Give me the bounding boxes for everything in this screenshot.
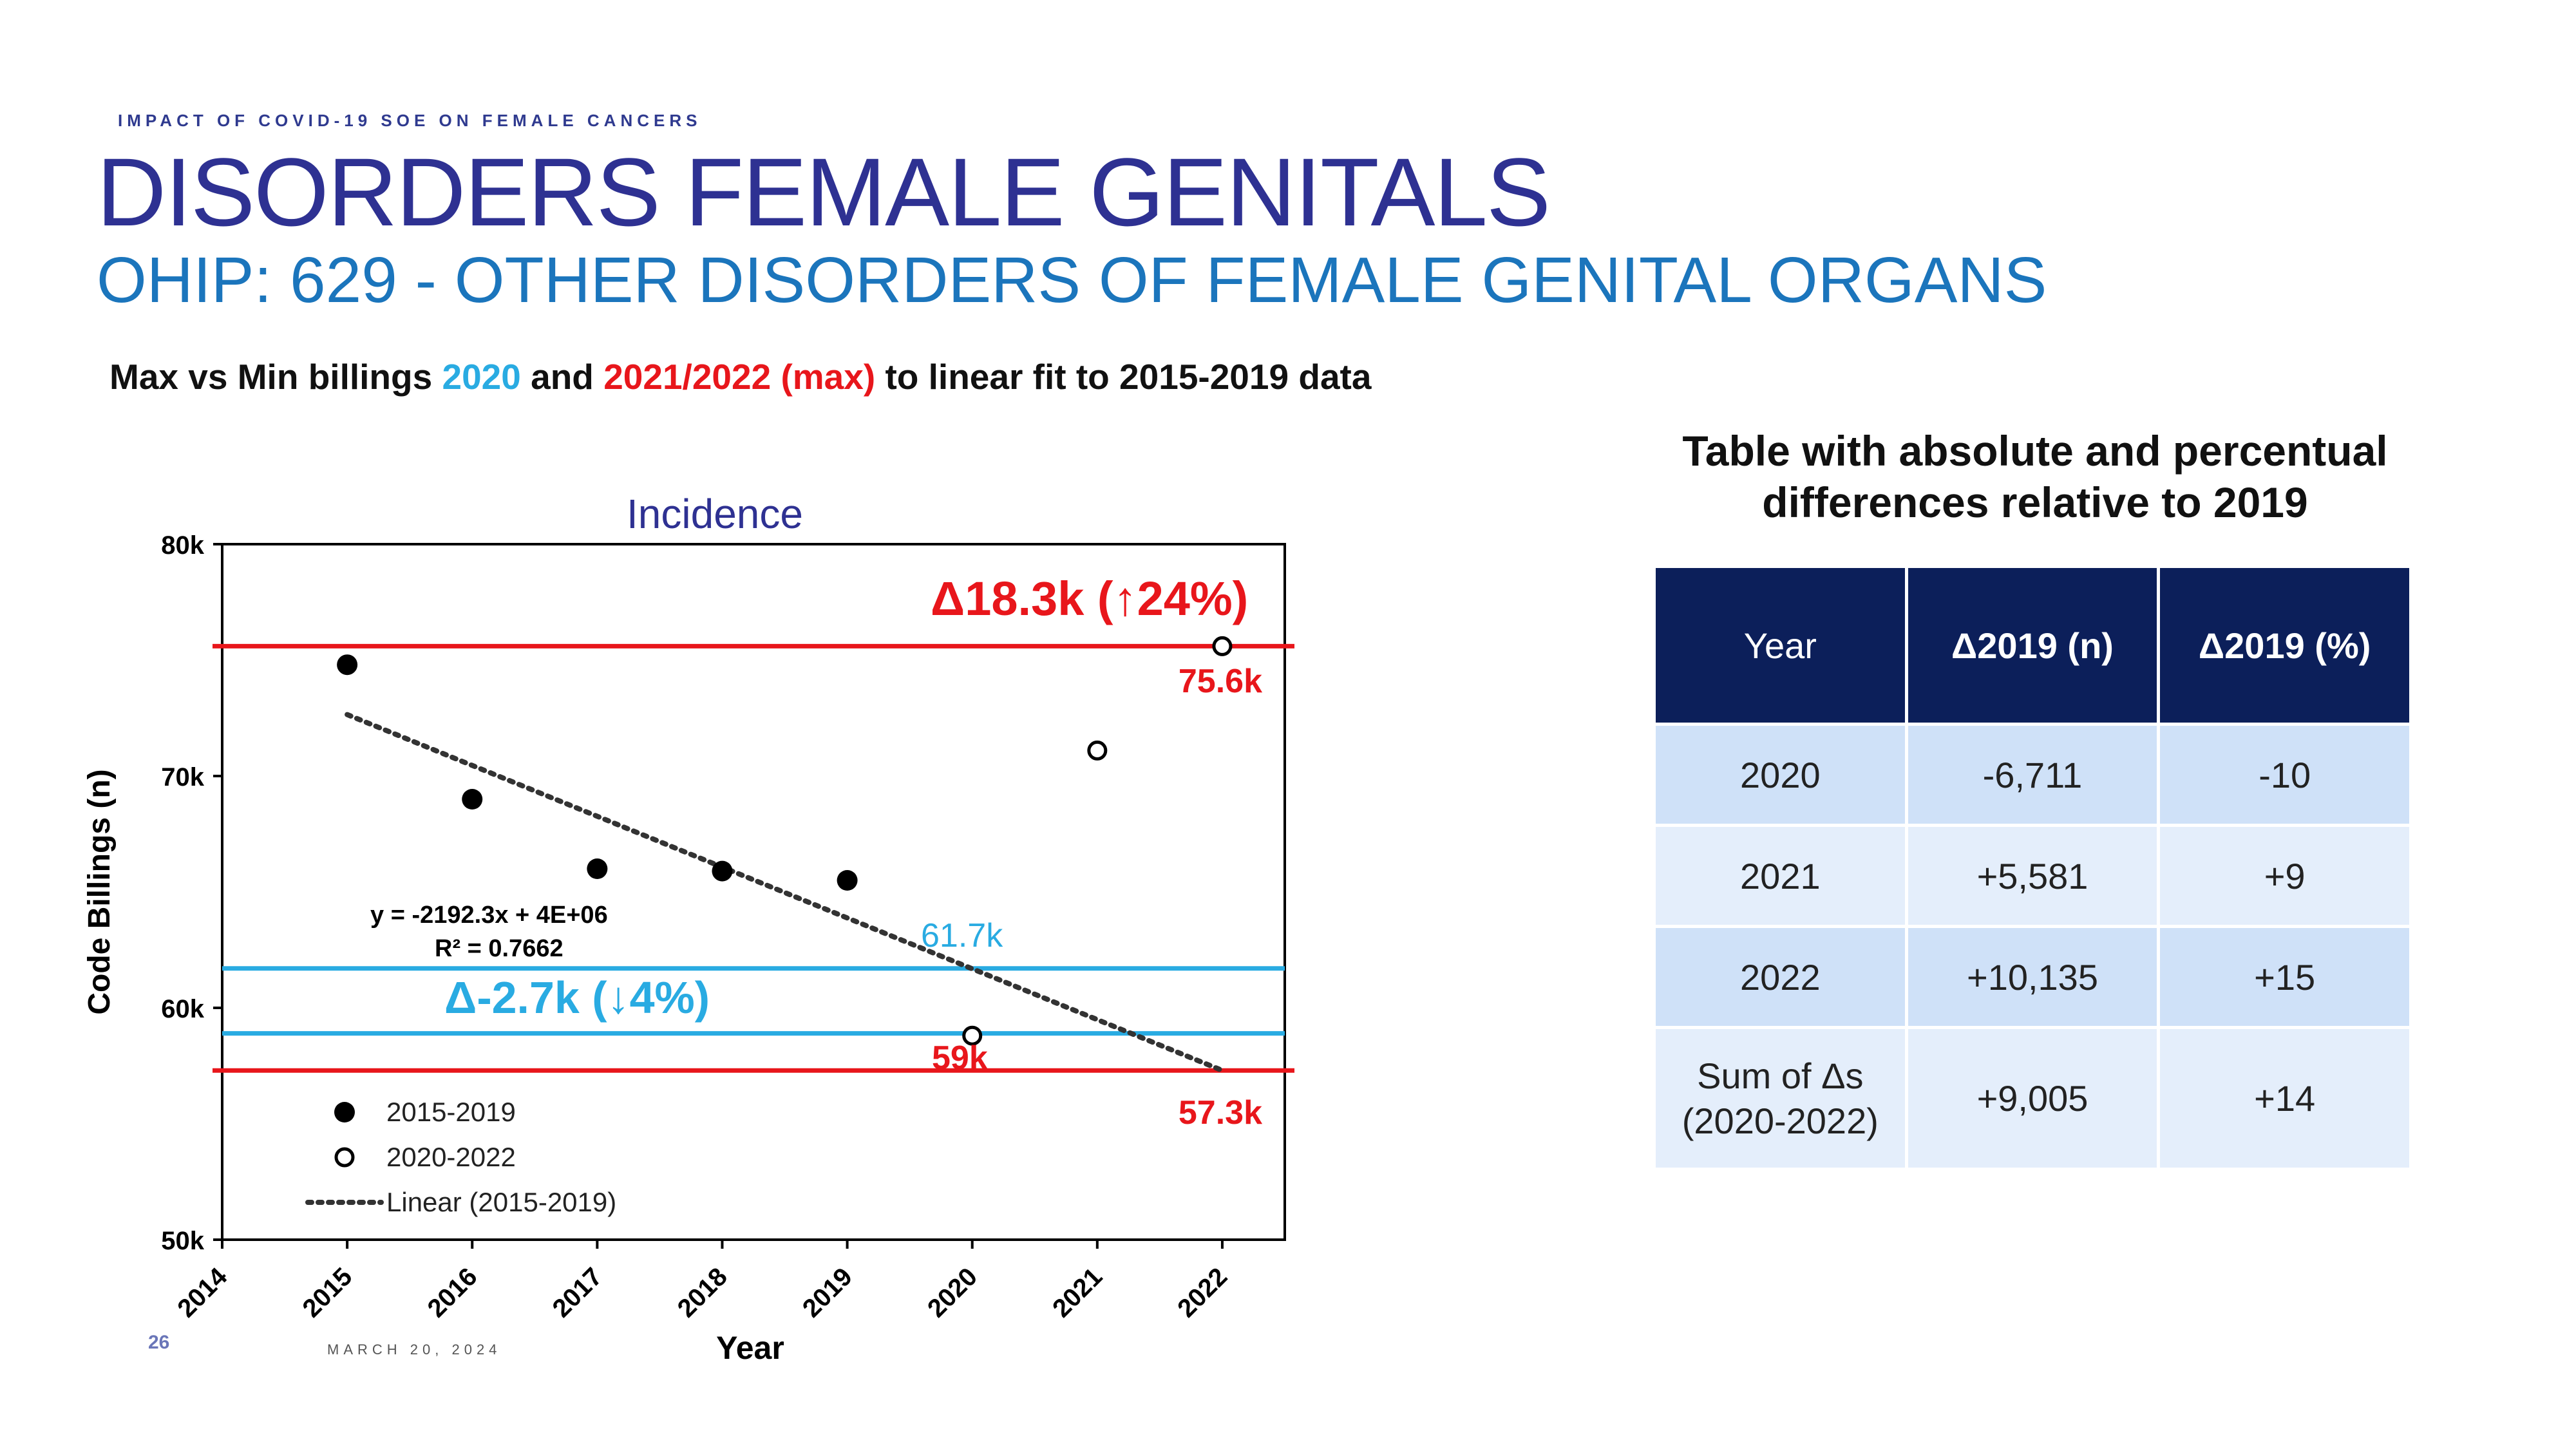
data-point-2015-2019	[712, 860, 733, 882]
plot-frame	[221, 543, 1286, 1241]
cell-sum-label: Sum of Δs (2020-2022)	[1653, 1026, 1908, 1171]
legend-label-linear: Linear (2015-2019)	[386, 1187, 616, 1217]
data-point-2015-2019	[587, 858, 608, 879]
x-tick-label: 2021	[1047, 1262, 1108, 1323]
cell-delta-n: +5,581	[1904, 824, 2161, 928]
cell-year: 2022	[1653, 925, 1908, 1029]
linear-trendline	[345, 712, 1225, 1074]
cell-sum-delta-pct: +14	[2157, 1026, 2412, 1171]
label-59k: 59k	[932, 1039, 988, 1077]
differences-table: Year Δ2019 (n) Δ2019 (%) 2020 -6,711 -10…	[1653, 565, 2412, 1171]
table-row: 2022 +10,135 +15	[1653, 925, 2412, 1029]
table-row: 2021 +5,581 +9	[1653, 824, 2412, 928]
header-delta-n: Δ2019 (n)	[1904, 565, 2161, 726]
x-tick-label: 2018	[672, 1262, 733, 1323]
x-tick-label: 2014	[172, 1262, 233, 1323]
x-tick-label: 2022	[1172, 1262, 1233, 1323]
data-point-2020-2022	[1212, 636, 1233, 656]
caption-part-1: Max vs Min billings	[109, 357, 442, 397]
caption-2021-2022: 2021/2022 (max)	[603, 357, 876, 397]
label-57-3k: 57.3k	[1179, 1094, 1262, 1132]
header-delta-n-label: Δ2019 (n)	[1951, 625, 2114, 666]
label-75-6k: 75.6k	[1179, 663, 1262, 700]
page-title: DISORDERS FEMALE GENITALS	[97, 138, 1551, 246]
legend-marker-filled	[334, 1102, 355, 1122]
legend-label-2020-2022: 2020-2022	[386, 1142, 516, 1172]
sum-label-line-2: (2020-2022)	[1681, 1100, 1879, 1141]
table-sum-row: Sum of Δs (2020-2022) +9,005 +14	[1653, 1026, 2412, 1171]
caption-2020: 2020	[442, 357, 521, 397]
kicker-text: IMPACT OF COVID-19 SOE ON FEMALE CANCERS	[118, 111, 702, 130]
cell-delta-n: -6,711	[1904, 723, 2161, 827]
x-tick-label: 2019	[797, 1262, 858, 1323]
page-subtitle: OHIP: 629 - OTHER DISORDERS OF FEMALE GE…	[97, 244, 2047, 316]
data-point-2015-2019	[462, 789, 483, 810]
page-number: 26	[148, 1332, 170, 1353]
cell-year: 2020	[1653, 723, 1908, 827]
data-point-2015-2019	[337, 654, 358, 676]
y-tick-label: 80k	[161, 531, 204, 560]
caption-part-3: and	[520, 357, 604, 397]
chart-caption: Max vs Min billings 2020 and 2021/2022 (…	[109, 356, 1371, 397]
cell-sum-delta-n: +9,005	[1904, 1026, 2161, 1171]
trendline-r2: R² = 0.7662	[435, 935, 564, 962]
data-point-2015-2019	[837, 870, 858, 891]
x-tick-label: 2016	[422, 1262, 483, 1323]
footer-date: MARCH 20, 2024	[327, 1341, 502, 1358]
data-point-2020-2022	[1087, 740, 1108, 761]
cell-delta-n: +10,135	[1904, 925, 2161, 1029]
caption-part-5: to linear fit to 2015-2019 data	[875, 357, 1372, 397]
cell-delta-pct: -10	[2157, 723, 2412, 827]
cell-year: 2021	[1653, 824, 1908, 928]
cell-delta-pct: +9	[2157, 824, 2412, 928]
table-title: Table with absolute and percentual diffe…	[1682, 427, 2388, 526]
legend-marker-open	[334, 1147, 355, 1168]
x-tick-label: 2017	[547, 1262, 608, 1323]
y-tick-label: 50k	[161, 1227, 204, 1255]
sum-label-line-1: Sum of Δs	[1697, 1055, 1864, 1096]
x-tick-label: 2015	[297, 1262, 357, 1323]
cell-delta-pct: +15	[2157, 925, 2412, 1029]
min-delta-annotation: Δ-2.7k (↓4%)	[444, 972, 710, 1023]
header-delta-pct-label: Δ2019 (%)	[2198, 625, 2371, 666]
header-year: Year	[1653, 565, 1908, 726]
y-tick-label: 60k	[161, 995, 204, 1023]
y-tick-label: 70k	[161, 763, 204, 791]
table-row: 2020 -6,711 -10	[1653, 723, 2412, 827]
header-delta-pct: Δ2019 (%)	[2157, 565, 2412, 726]
chart-title: Incidence	[627, 491, 803, 537]
x-tick-label: 2020	[922, 1262, 983, 1323]
legend-label-2015-2019: 2015-2019	[386, 1097, 516, 1127]
x-axis-label: Year	[716, 1330, 784, 1366]
label-61-7k: 61.7k	[921, 917, 1003, 954]
y-axis-label: Code Billings (n)	[82, 769, 117, 1014]
table-header-row: Year Δ2019 (n) Δ2019 (%)	[1653, 565, 2412, 726]
data-point-2020-2022	[962, 1025, 983, 1046]
max-delta-annotation: Δ18.3k (↑24%)	[931, 572, 1248, 625]
trendline-equation: y = -2192.3x + 4E+06	[370, 902, 608, 929]
